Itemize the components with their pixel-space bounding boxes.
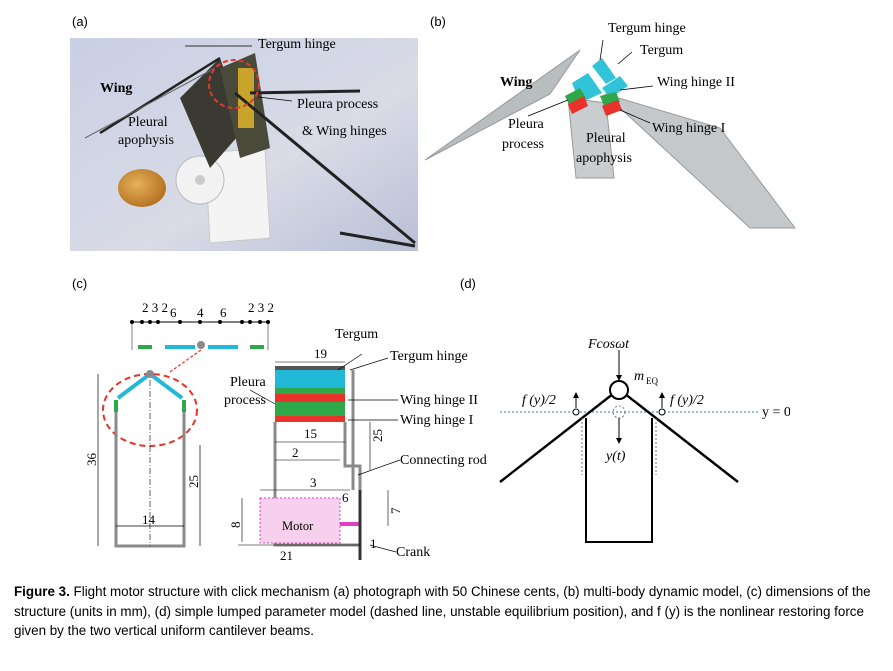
dim-top-right: 2 3 2 xyxy=(248,300,274,315)
dim-19: 19 xyxy=(314,346,327,361)
lumped-model-panel: y = 0 Fcosωt m EQ f (y)/2 f (y)/2 y(t) xyxy=(499,337,790,543)
b-pleura-process-label-1: Pleura xyxy=(508,117,545,132)
dim-36: 36 xyxy=(84,453,99,467)
c-wing-hinge-2-label: Wing hinge II xyxy=(400,393,478,408)
mass-label: m xyxy=(634,369,644,384)
c-pleura-process-label-1: Pleura xyxy=(230,375,267,390)
wing-rod-left xyxy=(99,56,221,135)
a-wing-label: Wing xyxy=(100,81,132,96)
c-tergum-hinge-label: Tergum hinge xyxy=(390,349,468,364)
b-tergum-hinge-label: Tergum hinge xyxy=(608,21,686,36)
dim-top-mid-1: 6 xyxy=(170,305,177,320)
dim-15: 15 xyxy=(304,426,317,441)
left-frame xyxy=(114,412,186,548)
c-connecting-rod-label: Connecting rod xyxy=(400,453,487,468)
photograph-panel: Tergum hinge Wing Pleural apophysis Pleu… xyxy=(70,38,418,251)
caption-text: Flight motor structure with click mechan… xyxy=(14,584,871,638)
figure-caption: Figure 3. Flight motor structure with cl… xyxy=(14,582,880,641)
top-dimension-ticks xyxy=(130,320,270,324)
dim-1: 1 xyxy=(370,536,377,551)
c-wing-hinge-1-label: Wing hinge I xyxy=(400,413,474,428)
a-pleural-label-2: apophysis xyxy=(118,133,174,148)
restoring-right-label: f (y)/2 xyxy=(670,393,704,408)
wing-rod-right xyxy=(234,91,416,245)
left-beam-arm xyxy=(499,389,619,483)
panel-label-a: (a) xyxy=(72,14,88,29)
b-wing-hinge-1-label: Wing hinge I xyxy=(652,121,726,136)
a-pleura-process-label-2: & Wing hinges xyxy=(302,124,387,139)
dim-top-left: 2 3 2 xyxy=(142,300,168,315)
c-tergum-label: Tergum xyxy=(335,327,378,342)
dim-21: 21 xyxy=(280,548,293,563)
displacement-label: y(t) xyxy=(604,449,626,464)
motor-box xyxy=(259,497,341,544)
figure-label: Figure 3. xyxy=(14,584,70,599)
dimensions-panel: 2 3 2 2 3 2 6 4 6 36 25 14 Motor xyxy=(84,300,487,563)
left-wing xyxy=(424,49,581,161)
dim-6: 6 xyxy=(342,490,349,505)
panel-label-b: (b) xyxy=(430,14,446,29)
dim-top-mid-2: 4 xyxy=(197,305,204,320)
equilibrium-label: y = 0 xyxy=(762,405,790,420)
b-tergum-label: Tergum xyxy=(640,43,683,58)
multibody-model-panel: Tergum hinge Tergum Wing Wing hinge II W… xyxy=(424,21,796,229)
restoring-left-label: f (y)/2 xyxy=(522,393,556,408)
c-crank-label: Crank xyxy=(396,545,430,560)
dim-25-right: 25 xyxy=(370,429,385,442)
dim-7: 7 xyxy=(388,507,403,514)
dim-25-left: 25 xyxy=(186,475,201,488)
panel-label-c: (c) xyxy=(72,276,88,291)
right-wing xyxy=(604,93,796,229)
highlight-circle xyxy=(208,59,260,109)
dim-14: 14 xyxy=(142,512,156,527)
dim-8: 8 xyxy=(228,522,243,529)
right-beam-arm xyxy=(619,389,739,483)
b-wing-hinge-2-label: Wing hinge II xyxy=(657,75,735,90)
b-pleura-process-label-2: process xyxy=(502,137,544,152)
motor-label: Motor xyxy=(282,519,314,533)
b-wing-label: Wing xyxy=(500,75,532,90)
mass-node xyxy=(609,380,629,400)
a-tergum-hinge-label: Tergum hinge xyxy=(258,38,336,52)
dim-2: 2 xyxy=(292,445,299,460)
cantilever-beams xyxy=(585,418,653,543)
b-pleural-apophysis-label-2: apophysis xyxy=(576,151,632,166)
mass-subscript: EQ xyxy=(646,376,658,386)
dim-3: 3 xyxy=(310,475,317,490)
c-pleura-process-label-2: process xyxy=(224,393,266,408)
force-label: Fcosωt xyxy=(587,337,630,352)
a-pleural-label-1: Pleural xyxy=(128,115,168,130)
b-pleural-apophysis-label-1: Pleural xyxy=(586,131,626,146)
dim-top-mid-3: 6 xyxy=(220,305,227,320)
panel-label-d: (d) xyxy=(460,276,476,291)
a-pleura-process-label-1: Pleura process xyxy=(297,97,378,112)
coin-image xyxy=(118,169,166,207)
pleural-apophysis-block xyxy=(567,97,615,179)
